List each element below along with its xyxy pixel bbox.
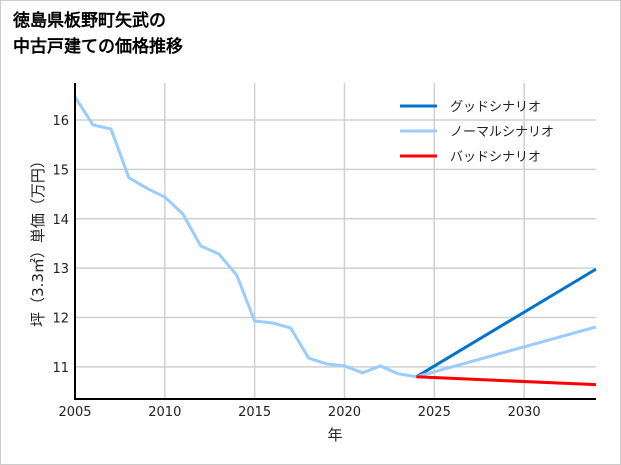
y-tick-label: 13	[52, 262, 69, 277]
historical-line	[73, 96, 417, 379]
legend-label: グッドシナリオ	[450, 100, 541, 115]
chart-title-line-1: 徳島県板野町矢武の	[13, 11, 166, 31]
y-tick-label: 11	[52, 361, 69, 376]
x-axis-label: 年	[327, 426, 342, 444]
chart-title-line-2: 中古戸建ての価格推移	[13, 37, 183, 57]
scenario-line-1	[415, 267, 597, 379]
x-tick-label: 2005	[58, 405, 91, 420]
x-tick-label: 2025	[418, 405, 451, 420]
y-tick-label: 15	[52, 163, 69, 178]
axes	[74, 83, 596, 400]
x-tick-label: 2015	[238, 405, 271, 420]
legend-label: バッドシナリオ	[450, 150, 541, 165]
y-tick-label: 14	[52, 213, 69, 228]
scenario-line-3	[416, 375, 597, 387]
x-tick-label: 2030	[508, 405, 541, 420]
y-tick-label: 16	[52, 114, 69, 129]
legend-label: ノーマルシナリオ	[450, 125, 554, 140]
x-tick-label: 2020	[328, 405, 361, 420]
tick-labels: 2005 2010 2015 2020 2025 2030 11 12 13 14 15 16	[52, 114, 540, 420]
y-axis-label: 坪（3.3㎡）単価（万円）	[29, 153, 47, 327]
series-lines	[73, 96, 597, 387]
scenario-line-2	[415, 325, 597, 379]
x-tick-label: 2010	[148, 405, 181, 420]
y-tick-label: 12	[52, 312, 69, 327]
